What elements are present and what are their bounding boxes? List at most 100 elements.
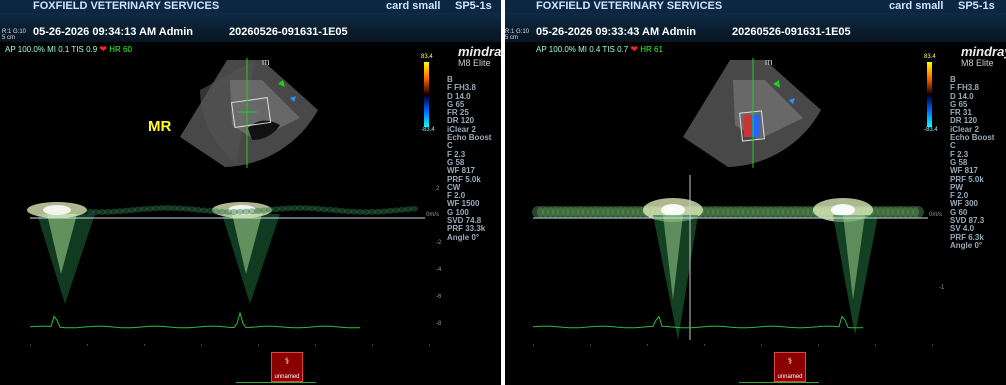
colorbar-max: 83.4: [924, 54, 936, 60]
doppler-signal: [200, 207, 208, 214]
doppler-signal: [892, 206, 904, 218]
svg-text:m: m: [765, 57, 773, 67]
scale-label: 0m/s: [929, 212, 943, 218]
doppler-signal: [617, 206, 629, 218]
doppler-signal: [717, 206, 729, 218]
doppler-signal: [542, 206, 554, 218]
doppler-signal: [732, 206, 744, 218]
doppler-signal: [254, 207, 262, 214]
doppler-signal: [392, 207, 400, 214]
doppler-signal: [707, 206, 719, 218]
doppler-signal: [176, 205, 184, 212]
doppler-signal: [877, 206, 889, 218]
doppler-signal: [777, 206, 789, 218]
doppler-signal: [374, 208, 382, 215]
preset-label: SP5-1s: [455, 0, 492, 12]
exam-datetime: 05-26-2026 09:34:13 AM Admin: [33, 26, 193, 38]
doppler-signal: [290, 205, 298, 212]
acoustic-values: AP 100.0% MI 0.1 TIS 0.9: [5, 45, 100, 54]
thumbnail-scroll[interactable]: [236, 382, 316, 383]
doppler-signal: [356, 208, 364, 215]
doppler-envelope: [37, 214, 95, 304]
doppler-signal: [782, 206, 794, 218]
heart-icon: ❤: [99, 44, 107, 54]
colorbar-max: 83.4: [421, 54, 433, 60]
doppler-signal: [902, 206, 914, 218]
thumbnail-label: unnamed: [777, 374, 803, 380]
imaging-canvas: m: [532, 57, 933, 346]
doppler-signal: [597, 206, 609, 218]
doppler-signal: [792, 206, 804, 218]
doppler-signal: [236, 208, 244, 215]
doppler-signal: [887, 206, 899, 218]
info-bar: [503, 13, 1006, 42]
doppler-signal: [831, 204, 855, 216]
doppler-signal: [242, 208, 250, 215]
doppler-signal: [43, 205, 71, 215]
doppler-signal: [802, 206, 814, 218]
doppler-signal: [762, 206, 774, 218]
doppler-signal: [752, 206, 764, 218]
thumbnail-scroll[interactable]: [739, 382, 819, 383]
heart-icon: ❤: [630, 44, 638, 54]
color-box: [230, 97, 272, 128]
doppler-signal: [110, 208, 118, 215]
doppler-signal: [140, 206, 148, 213]
probe-label: card small: [889, 0, 944, 12]
doppler-signal: [897, 206, 909, 218]
color-flow-red: [744, 115, 752, 137]
doppler-signal: [260, 207, 268, 214]
doppler-signal: [296, 205, 304, 212]
doppler-signal: [572, 206, 584, 218]
doppler-signal: [592, 206, 604, 218]
cardiac-chamber: [248, 120, 280, 140]
doppler-signal: [228, 205, 256, 215]
ultrasound-screen-left: FOXFIELD VETERINARY SERVICES card small …: [0, 0, 503, 385]
gain-depth-label: R:1 G:10 5 cm: [2, 29, 27, 41]
exam-id: 20260526-091631-1E05: [732, 26, 851, 38]
info-bar: [0, 13, 503, 42]
doppler-signal: [661, 204, 685, 216]
doppler-signal: [350, 208, 358, 215]
exam-id: 20260526-091631-1E05: [229, 26, 348, 38]
doppler-signal: [128, 207, 136, 214]
scale-label: 2: [436, 186, 440, 192]
doppler-signal: [302, 205, 310, 212]
image-thumbnail[interactable]: ⚕ unnamed: [271, 352, 303, 382]
doppler-signal: [712, 206, 724, 218]
title-bar: [503, 0, 1006, 13]
doppler-signal: [278, 205, 286, 212]
color-velocity-bar: [424, 62, 429, 127]
doppler-signal: [398, 206, 406, 213]
image-thumbnail[interactable]: ⚕ unnamed: [774, 352, 806, 382]
doppler-envelope: [232, 214, 262, 274]
color-flow-blue: [752, 115, 760, 137]
doppler-signal: [152, 205, 160, 212]
doppler-signal: [557, 206, 569, 218]
doppler-signal: [404, 206, 412, 213]
doppler-signal: [772, 206, 784, 218]
scale-label: -8: [436, 321, 442, 327]
acoustic-values: AP 100.0% MI 0.4 TIS 0.7: [536, 45, 631, 54]
preset-label: SP5-1s: [958, 0, 995, 12]
scale-label: -6: [436, 294, 442, 300]
doppler-signal: [314, 205, 322, 212]
doppler-signal: [122, 207, 130, 214]
doppler-signal: [632, 206, 644, 218]
scale-label: -4: [436, 267, 442, 273]
thumbnail-label: unnamed: [274, 374, 300, 380]
doppler-signal: [607, 206, 619, 218]
doppler-signal: [134, 206, 142, 213]
heart-rate: HR 61: [640, 45, 663, 54]
doppler-signal: [182, 205, 190, 212]
doppler-signal: [344, 208, 352, 215]
doppler-signal: [212, 208, 220, 215]
heart-rate: HR 60: [109, 45, 132, 54]
doppler-envelope: [663, 215, 683, 300]
doppler-signal: [218, 208, 226, 215]
doppler-signal: [266, 206, 274, 213]
doppler-signal: [577, 206, 589, 218]
doppler-signal: [326, 206, 334, 213]
doppler-signal: [116, 208, 124, 215]
heart-scan-icon: ⚕: [787, 356, 793, 366]
